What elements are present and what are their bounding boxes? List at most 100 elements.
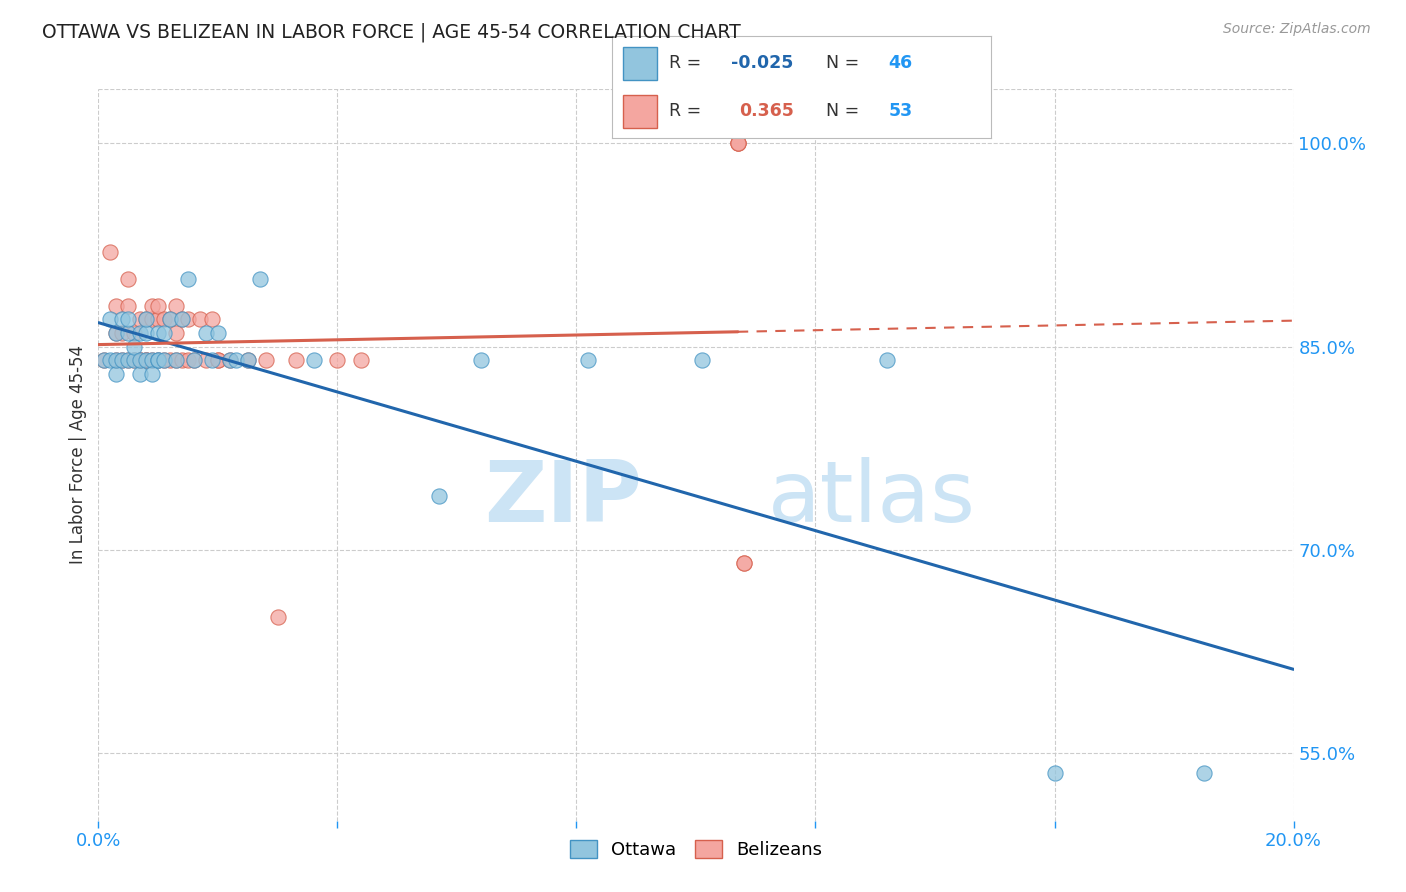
Point [165, 353, 187, 368]
Point [219, 353, 242, 368]
Point [141, 312, 163, 326]
Point [733, 556, 755, 570]
Point [201, 312, 224, 326]
Point [105, 353, 128, 368]
Point [188, 312, 211, 326]
Point [124, 353, 146, 368]
Point [207, 353, 229, 368]
Point [172, 312, 194, 326]
Point [124, 340, 146, 354]
Point [690, 353, 713, 368]
Point [105, 353, 128, 368]
Bar [623, 95, 657, 128]
Point [284, 353, 307, 368]
Point [124, 326, 146, 340]
Point [135, 312, 157, 326]
Text: Source: ZipAtlas.com: Source: ZipAtlas.com [1223, 22, 1371, 37]
Point [153, 312, 176, 326]
Point [135, 353, 157, 368]
Point [98, 312, 122, 326]
Point [117, 312, 139, 326]
Point [111, 353, 134, 368]
Point [111, 353, 134, 368]
Point [129, 353, 152, 368]
Point [135, 312, 157, 326]
Text: 0.365: 0.365 [738, 102, 793, 120]
Point [172, 312, 194, 326]
Point [326, 353, 349, 368]
Point [129, 326, 152, 340]
Point [1043, 766, 1066, 780]
Point [727, 136, 749, 151]
Point [302, 353, 325, 368]
Point [201, 353, 224, 368]
Point [111, 326, 134, 340]
Point [117, 326, 139, 340]
Point [195, 326, 218, 340]
Point [177, 312, 200, 326]
Point [177, 272, 200, 286]
Point [141, 367, 163, 381]
Point [876, 353, 898, 368]
Text: R =: R = [669, 54, 706, 72]
Point [159, 353, 181, 368]
Point [98, 353, 122, 368]
Legend: Ottawa, Belizeans: Ottawa, Belizeans [562, 832, 830, 866]
Point [172, 353, 194, 368]
Point [129, 312, 152, 326]
Point [93, 353, 115, 368]
Point [129, 367, 152, 381]
Point [124, 353, 146, 368]
Point [236, 353, 259, 368]
Point [207, 326, 229, 340]
Point [105, 367, 128, 381]
Point [117, 272, 139, 286]
Point [141, 353, 163, 368]
Point [153, 326, 176, 340]
Point [254, 353, 277, 368]
Point [135, 326, 157, 340]
Point [93, 353, 115, 368]
Point [350, 353, 373, 368]
Text: N =: N = [827, 102, 865, 120]
Point [129, 353, 152, 368]
Point [135, 353, 157, 368]
Text: 46: 46 [889, 54, 912, 72]
Point [219, 353, 242, 368]
Point [105, 326, 128, 340]
Point [98, 244, 122, 259]
Point [165, 299, 187, 313]
Point [183, 353, 205, 368]
Point [195, 353, 218, 368]
Point [117, 353, 139, 368]
Point [236, 353, 259, 368]
Point [470, 353, 492, 368]
Text: OTTAWA VS BELIZEAN IN LABOR FORCE | AGE 45-54 CORRELATION CHART: OTTAWA VS BELIZEAN IN LABOR FORCE | AGE … [42, 22, 741, 42]
Point [117, 353, 139, 368]
Point [159, 312, 181, 326]
Point [148, 326, 170, 340]
Point [148, 299, 170, 313]
Point [111, 312, 134, 326]
Point [141, 299, 163, 313]
Text: 53: 53 [889, 102, 912, 120]
Y-axis label: In Labor Force | Age 45-54: In Labor Force | Age 45-54 [69, 345, 87, 565]
Point [105, 299, 128, 313]
Text: atlas: atlas [768, 458, 976, 541]
Point [727, 136, 749, 151]
Point [129, 353, 152, 368]
Point [249, 272, 271, 286]
Point [148, 353, 170, 368]
Point [733, 556, 755, 570]
Point [165, 353, 187, 368]
Point [727, 136, 749, 151]
Point [153, 353, 176, 368]
Point [153, 353, 176, 368]
Point [148, 353, 170, 368]
Point [177, 353, 200, 368]
Text: ZIP: ZIP [485, 458, 643, 541]
Point [117, 299, 139, 313]
Point [165, 326, 187, 340]
Point [135, 353, 157, 368]
Point [1192, 766, 1215, 780]
